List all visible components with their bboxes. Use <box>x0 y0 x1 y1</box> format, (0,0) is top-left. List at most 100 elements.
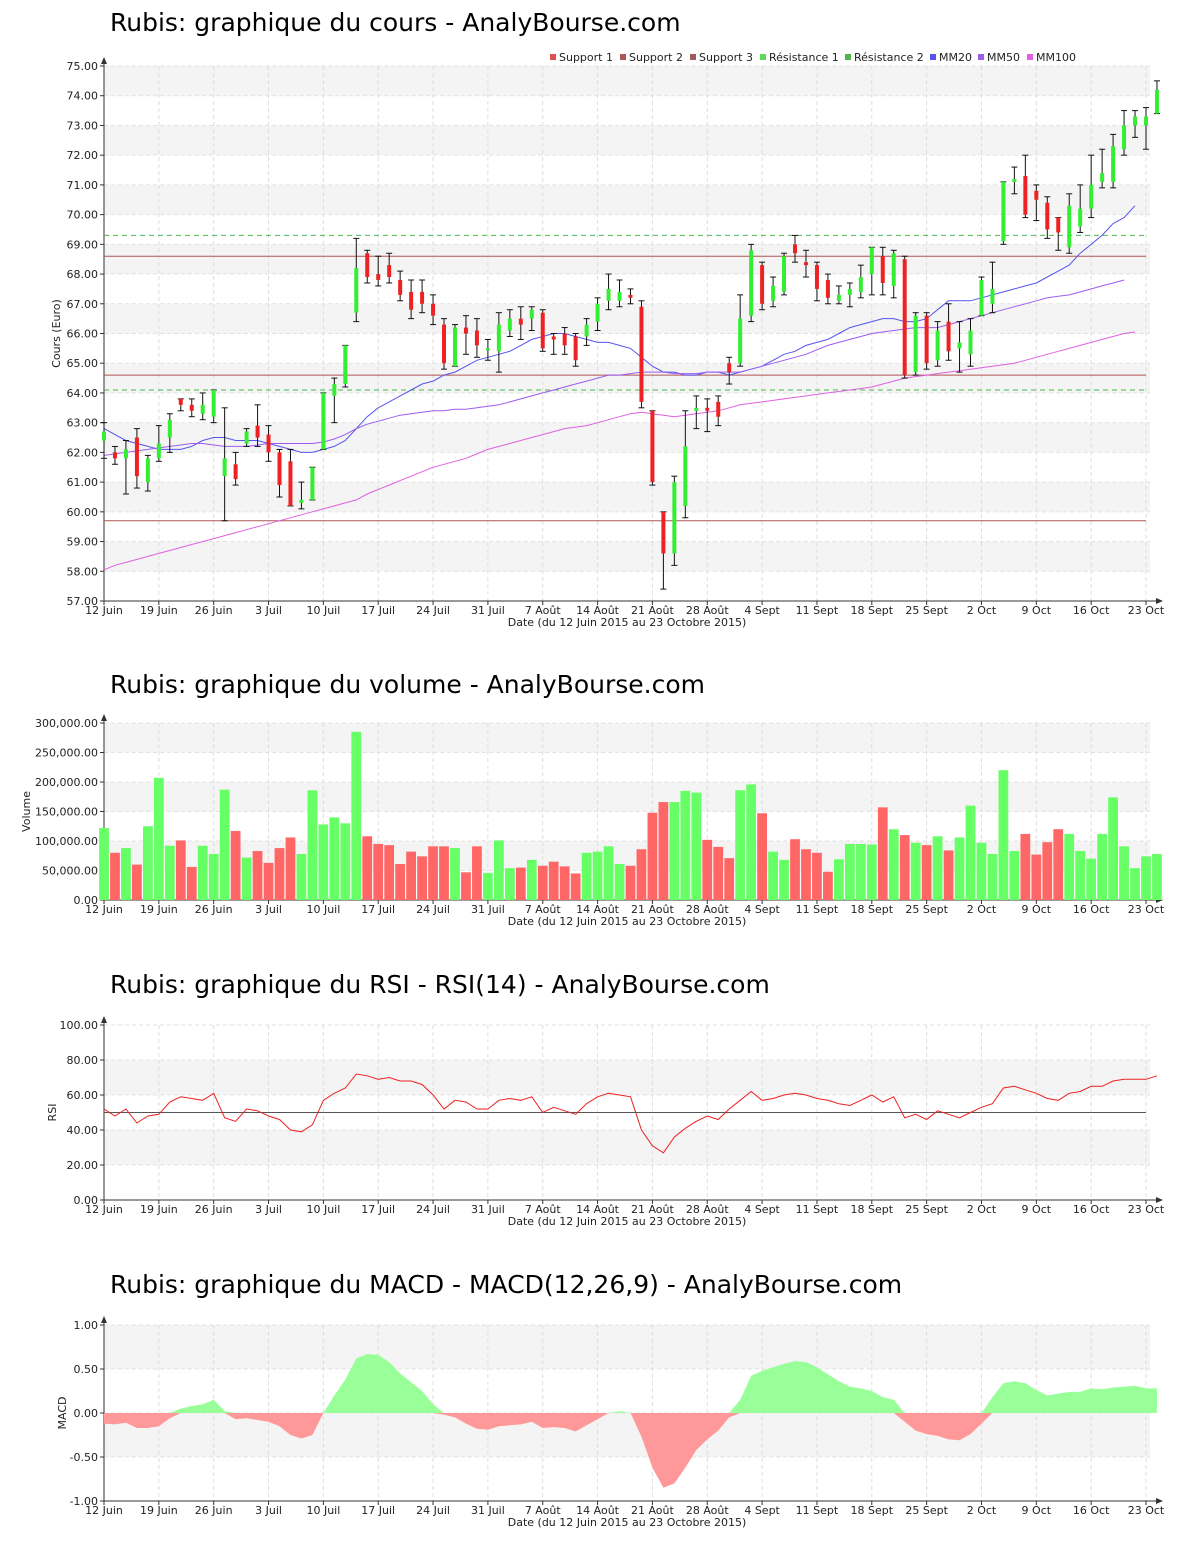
candle <box>342 344 349 388</box>
x-tick-label: 23 Oct <box>1128 903 1165 916</box>
candle-body <box>913 315 918 373</box>
candle <box>528 306 535 332</box>
x-tick-label: 26 Juin <box>195 903 233 916</box>
volume-bar <box>581 852 592 900</box>
x-tick-label: 4 Sept <box>744 1504 780 1517</box>
x-tick-label: 16 Oct <box>1073 1504 1110 1517</box>
candle-body <box>321 392 326 450</box>
candle <box>781 252 788 296</box>
candle-body <box>1100 173 1105 182</box>
x-tick-label: 17 Juil <box>361 1203 395 1216</box>
candle-body <box>112 452 117 459</box>
legend-item: Résistance 1 <box>769 51 839 64</box>
x-tick-label: 14 Août <box>576 1203 620 1216</box>
x-tick-label: 7 Août <box>525 604 562 617</box>
candle-body <box>387 265 392 278</box>
candle <box>473 318 480 358</box>
candle <box>353 237 360 323</box>
candle-body <box>189 404 194 411</box>
y-tick-label: 68.00 <box>67 268 99 281</box>
candle <box>1066 193 1073 254</box>
y-tick-label: 58.00 <box>67 565 99 578</box>
volume-bar <box>175 840 186 900</box>
candle <box>243 428 250 447</box>
y-axis-label: Cours (Euro) <box>50 299 63 368</box>
candle <box>506 309 513 337</box>
candle <box>320 392 327 450</box>
candle-body <box>123 449 128 459</box>
candle <box>1121 110 1128 156</box>
candle-body <box>957 342 962 349</box>
candle-body <box>782 256 787 292</box>
candle <box>1011 166 1018 195</box>
y-axis-arrow <box>101 1016 107 1023</box>
candle <box>868 246 875 296</box>
rsi-line <box>103 1073 1158 1154</box>
y-axis-arrow <box>101 1316 107 1323</box>
y-tick-label: 200,000.00 <box>35 776 98 789</box>
x-axis-arrow <box>1156 1498 1163 1504</box>
candle <box>539 309 546 352</box>
y-tick-label: 150,000.00 <box>35 806 98 819</box>
volume-bar <box>1064 833 1075 900</box>
candle-body <box>880 256 885 283</box>
volume-bar <box>768 851 778 900</box>
volume-bar <box>186 866 197 900</box>
candle <box>1000 181 1007 245</box>
volume-bar <box>943 850 954 900</box>
x-tick-label: 19 Juin <box>140 903 178 916</box>
volume-bar <box>724 858 735 900</box>
candle-body <box>442 324 447 364</box>
candle-body <box>672 482 677 554</box>
candle-body <box>518 318 523 325</box>
volume-bar <box>472 846 482 900</box>
volume-bar <box>669 802 680 900</box>
x-tick-label: 31 Juil <box>471 1203 505 1216</box>
candle-body <box>551 336 556 340</box>
candle-body <box>639 306 644 402</box>
y-axis-label: RSI <box>46 1104 59 1122</box>
candle-body <box>858 277 863 292</box>
y-tick-label: 59.00 <box>67 536 99 549</box>
candle-body <box>288 461 293 506</box>
candle <box>265 425 272 462</box>
x-tick-label: 10 Juil <box>306 1504 340 1517</box>
y-axis-arrow <box>101 714 107 721</box>
x-axis-arrow <box>1156 1197 1163 1203</box>
volume-bar <box>548 861 559 900</box>
candle-body <box>1034 190 1039 200</box>
volume-bar <box>570 873 581 900</box>
candle-body <box>540 312 545 349</box>
candle <box>199 392 206 421</box>
x-tick-label: 7 Août <box>525 1504 562 1517</box>
candle <box>155 425 162 462</box>
x-tick-label: 18 Sept <box>851 1203 894 1216</box>
y-tick-label: 66.00 <box>67 328 99 341</box>
volume-bar <box>307 790 318 900</box>
volume-bar <box>384 845 395 900</box>
x-tick-label: 31 Juil <box>471 1504 505 1517</box>
candle <box>484 338 491 361</box>
volume-bar <box>318 824 329 900</box>
candle-body <box>793 244 798 254</box>
legend-swatch <box>760 54 766 60</box>
candle <box>188 398 195 418</box>
volume-bar <box>406 851 416 900</box>
candle-body <box>1056 217 1061 233</box>
y-tick-label: 50,000.00 <box>42 865 98 878</box>
x-tick-label: 26 Juin <box>195 604 233 617</box>
x-tick-label: 18 Sept <box>851 604 894 617</box>
x-tick-label: 21 Août <box>631 903 675 916</box>
y-tick-label: 70.00 <box>67 209 99 222</box>
candle <box>660 511 667 590</box>
x-tick-label: 11 Sept <box>796 1203 839 1216</box>
candle <box>451 324 458 367</box>
background-band <box>104 1325 1150 1369</box>
x-tick-label: 28 Août <box>686 1203 730 1216</box>
volume-bar <box>1108 797 1118 900</box>
candle-body <box>266 434 271 453</box>
x-tick-label: 4 Sept <box>744 903 780 916</box>
volume-bar <box>592 851 603 900</box>
candle <box>715 395 722 427</box>
x-axis-arrow <box>1156 598 1163 604</box>
